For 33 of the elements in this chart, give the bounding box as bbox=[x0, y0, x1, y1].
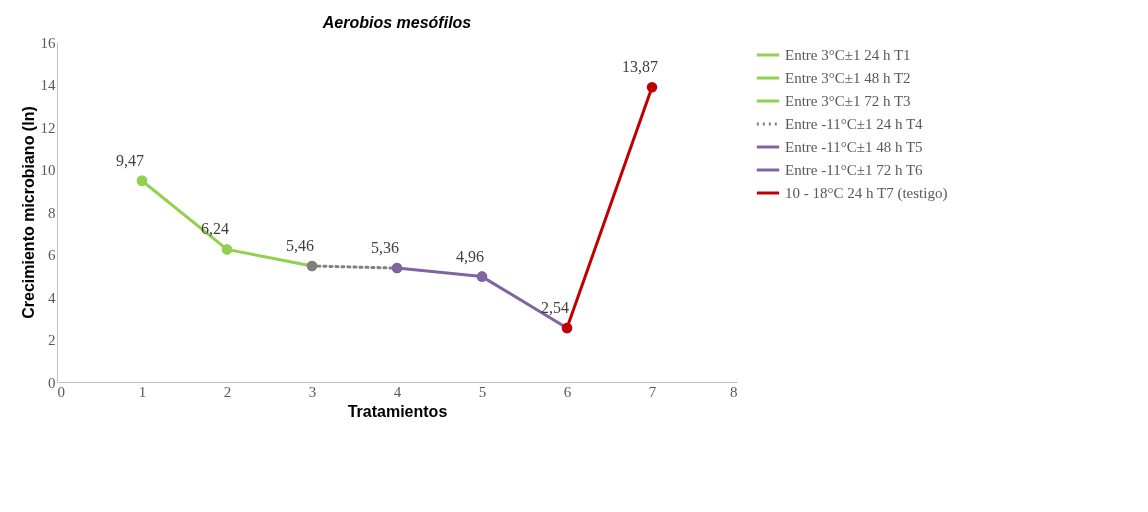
y-tick-label: 6 bbox=[48, 247, 56, 263]
legend-label: Entre -11°C±1 72 h T6 bbox=[785, 162, 924, 178]
data-label: 13,87 bbox=[622, 58, 658, 76]
x-tick-label: 1 bbox=[138, 383, 147, 400]
y-tick-label: 4 bbox=[48, 289, 56, 306]
y-tick-label: 16 bbox=[40, 34, 56, 51]
x-axis-title: Tratamientos bbox=[347, 402, 448, 420]
legend-label: 10 - 18°C 24 h T7 (testigo) bbox=[785, 185, 948, 202]
x-tick-label: 2 bbox=[223, 383, 232, 400]
legend-label: Entre 3°C±1 72 h T3 bbox=[785, 93, 911, 109]
x-tick-label: 8 bbox=[730, 383, 738, 400]
x-tick-label: 7 bbox=[648, 383, 657, 400]
data-label: 9,47 bbox=[116, 151, 144, 169]
y-tick-label: 10 bbox=[40, 162, 56, 178]
chart-title: Aerobios mesófilos bbox=[321, 14, 472, 31]
legend-label: Entre 3°C±1 24 h T1 bbox=[785, 47, 911, 63]
y-tick-label: 14 bbox=[40, 77, 56, 93]
data-label: 2,54 bbox=[541, 299, 569, 317]
y-tick-label: 2 bbox=[48, 332, 56, 348]
data-label: 5,46 bbox=[286, 236, 314, 254]
x-tick-label: 5 bbox=[478, 383, 487, 400]
data-label: 4,96 bbox=[456, 247, 484, 265]
legend-label: Entre -11°C±1 24 h T4 bbox=[785, 116, 924, 132]
legend-label: Entre -11°C±1 48 h T5 bbox=[785, 139, 923, 155]
y-tick-label: 8 bbox=[48, 204, 56, 221]
x-tick-label: 3 bbox=[308, 383, 317, 400]
y-tick-label: 12 bbox=[40, 119, 56, 136]
data-label: 6,24 bbox=[201, 220, 229, 238]
legend-label: Entre 3°C±1 48 h T2 bbox=[785, 70, 911, 86]
y-axis-title: Crecimiento microbiano (ln) bbox=[19, 106, 37, 319]
data-label: 5,36 bbox=[371, 239, 399, 257]
x-tick-label: 4 bbox=[393, 383, 402, 400]
x-tick-label: 6 bbox=[563, 383, 572, 400]
